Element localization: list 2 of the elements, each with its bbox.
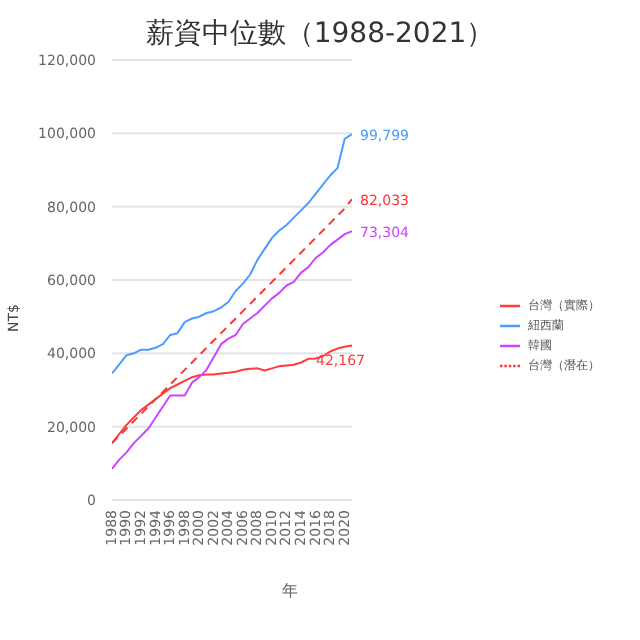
- chart-title: 薪資中位數（1988-2021）: [143, 16, 497, 52]
- x-axis-title: 年: [280, 580, 300, 602]
